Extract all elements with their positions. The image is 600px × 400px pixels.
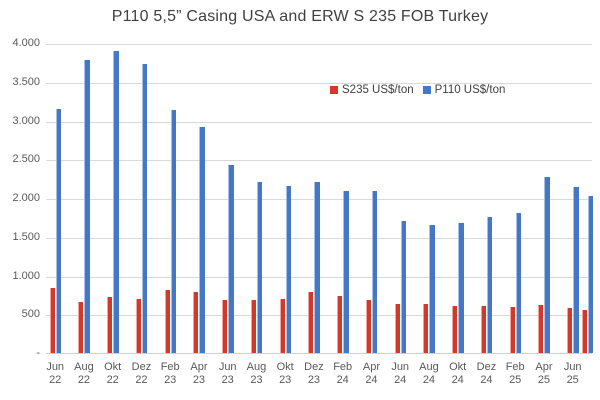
y-axis-label: 1.500 (12, 230, 40, 243)
y-axis-label: 2.000 (12, 192, 40, 204)
legend-color-swatch-s235 (330, 86, 338, 94)
bar-p110 (314, 181, 320, 353)
legend: S235 US$/ton P110 US$/ton (330, 84, 505, 96)
x-axis-label: Okt 22 (104, 361, 122, 386)
bar-p110 (55, 108, 62, 353)
bar-s235 (538, 304, 544, 353)
y-axis-label: 3.000 (12, 114, 40, 127)
bar-s235 (164, 290, 170, 353)
bar-p110 (285, 186, 292, 353)
bar-s235 (250, 299, 256, 353)
legend-color-swatch-p110 (422, 86, 431, 94)
gridline (46, 160, 592, 162)
x-axis-label: Dez 23 (304, 361, 324, 386)
x-axis-label: Aug 23 (246, 361, 267, 386)
x-axis-label: Jun 22 (46, 361, 65, 386)
y-axis-label: 4.000 (12, 37, 40, 49)
bar-p110 (256, 181, 263, 353)
legend-label-p110: P110 US$/ton (434, 84, 506, 96)
y-axis-label: - (36, 347, 40, 359)
bar-p110 (343, 191, 349, 353)
legend-item-s235: S235 US$/ton (330, 84, 414, 96)
x-axis-label: Dez 22 (131, 361, 152, 386)
gridline (46, 44, 592, 45)
bar-p110 (371, 191, 378, 353)
x-axis-label: Okt 24 (449, 361, 467, 386)
bar-p110 (199, 127, 205, 353)
legend-item-p110: P110 US$/ton (422, 84, 506, 96)
plot-area (46, 44, 593, 354)
bar-s235 (78, 301, 84, 353)
bar-s235 (279, 298, 285, 353)
x-axis-label: Jun 25 (563, 361, 582, 386)
x-axis-label: Apr 24 (362, 361, 380, 386)
y-axis-label: 2.500 (12, 153, 40, 166)
bar-p110 (486, 216, 493, 353)
bar-p110 (228, 164, 234, 353)
x-axis-label: Apr 25 (535, 361, 553, 386)
x-axis-label: Feb 25 (505, 361, 525, 386)
bar-p110 (429, 225, 435, 353)
bar-s235 (222, 299, 228, 353)
legend-label-s235: S235 US$/ton (342, 84, 414, 96)
gridline (46, 121, 592, 123)
bar-s235 (480, 305, 486, 353)
bar-s235 (452, 305, 458, 353)
x-axis-label: Jun 23 (218, 361, 237, 386)
bar-p110 (587, 196, 593, 353)
bar-s235 (193, 291, 199, 353)
x-axis-label: Aug 22 (74, 361, 94, 386)
bar-p110 (544, 177, 550, 353)
bar-s235 (49, 287, 55, 353)
y-axis-label: 1.000 (12, 269, 40, 282)
bar-p110 (573, 187, 579, 353)
bar-s235 (509, 307, 515, 353)
gridline (46, 82, 592, 84)
bar-p110 (515, 212, 522, 353)
x-axis-line (46, 353, 592, 354)
bar-s235 (394, 304, 400, 353)
bar-p110 (141, 63, 148, 353)
x-axis-label: Dez 24 (476, 361, 497, 386)
bar-p110 (113, 50, 119, 353)
bar-s235 (365, 300, 371, 353)
bar-s235 (581, 310, 587, 353)
bar-s235 (567, 308, 573, 353)
bar-s235 (135, 298, 141, 353)
x-axis-label: Aug 24 (419, 361, 439, 386)
bar-s235 (337, 296, 343, 353)
bar-s235 (107, 297, 113, 353)
bar-p110 (170, 109, 177, 353)
x-axis-label: Jun 24 (391, 361, 410, 386)
x-axis-label: Apr 23 (190, 361, 208, 386)
bar-p110 (84, 60, 90, 353)
bar-s235 (308, 291, 314, 353)
chart-title: P110 5,5” Casing USA and ERW S 235 FOB T… (111, 8, 489, 25)
x-axis-label: Feb 23 (160, 361, 180, 386)
bar-s235 (423, 304, 429, 353)
y-axis-label: 3.500 (12, 75, 40, 88)
x-axis-label: Okt 23 (276, 361, 294, 386)
bar-p110 (458, 222, 464, 353)
y-axis-label: 500 (21, 308, 40, 321)
bar-p110 (400, 221, 407, 353)
x-axis-label: Feb 24 (333, 361, 353, 386)
